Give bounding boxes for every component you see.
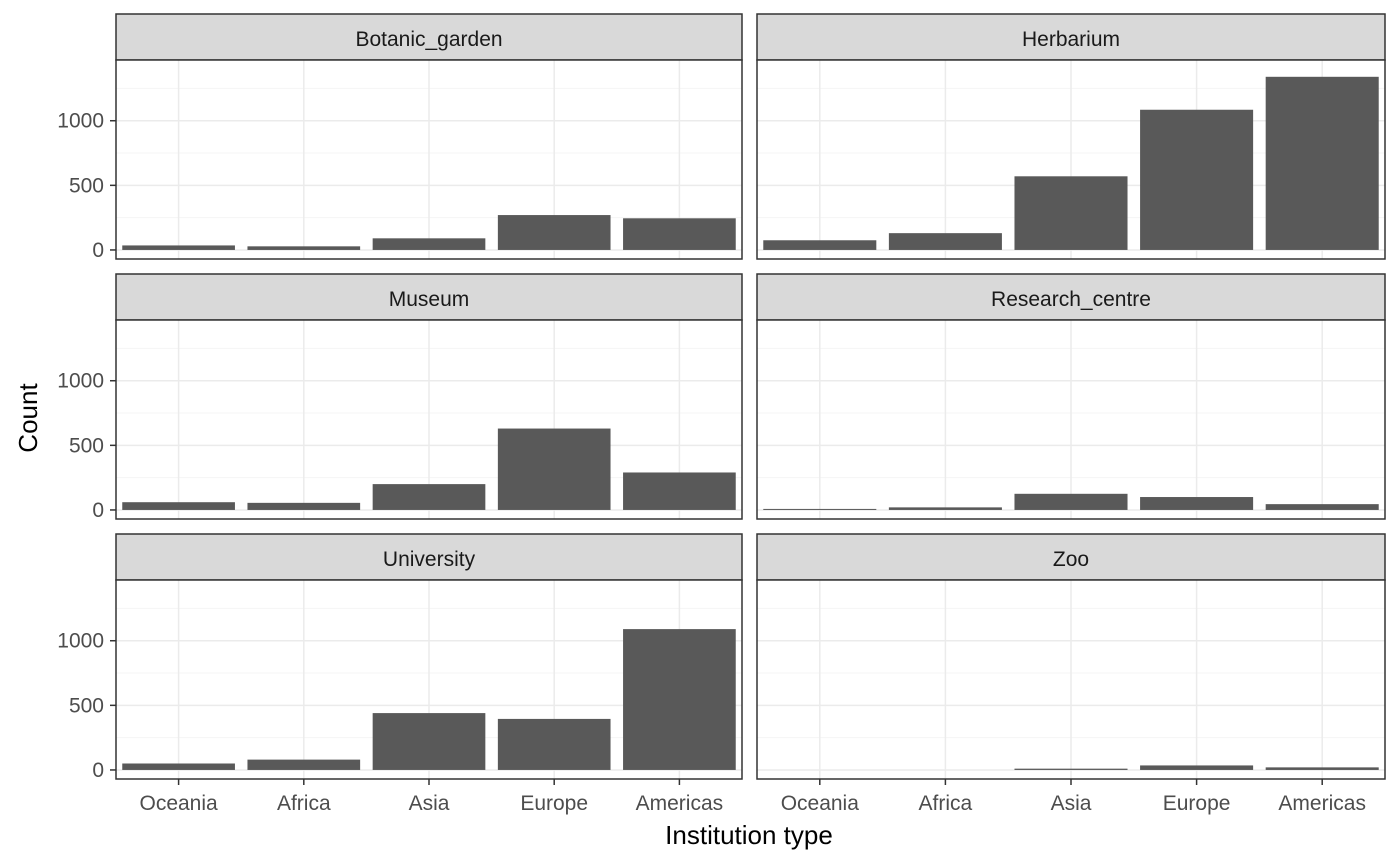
bar-museum-americas xyxy=(623,472,736,510)
facet-panel-botanic-garden: Botanic_garden 0 500 1000 xyxy=(57,13,743,262)
bar-herbarium-americas xyxy=(1265,76,1379,250)
facet-strip xyxy=(756,533,1386,581)
x-axis-title: Institution type xyxy=(665,820,833,850)
facet-strip-label: Zoo xyxy=(1053,548,1089,571)
x-tick-label-asia: Asia xyxy=(409,792,450,815)
bar-museum-africa xyxy=(247,502,361,510)
x-tick-label-europe: Europe xyxy=(1163,792,1231,815)
y-tick-label: 1000 xyxy=(57,110,104,133)
x-tick-label-oceania: Oceania xyxy=(139,792,218,815)
facet-strip xyxy=(115,13,743,61)
bar-herbarium-oceania xyxy=(763,240,877,250)
y-tick-label: 0 xyxy=(92,499,104,522)
facet-strip xyxy=(115,273,743,321)
panel-border xyxy=(115,59,743,260)
facet-strip xyxy=(756,13,1386,61)
x-tick-label-americas: Americas xyxy=(636,792,724,815)
x-tick-label-africa: Africa xyxy=(277,792,331,815)
bar-research-centre-europe xyxy=(1140,497,1254,510)
bar-university-europe xyxy=(497,718,611,770)
bar-research-centre-asia xyxy=(1014,493,1128,510)
facet-strip-label: Botanic_garden xyxy=(355,28,502,51)
bar-university-asia xyxy=(372,713,486,770)
y-tick-label: 0 xyxy=(92,239,104,262)
bar-botanic-garden-europe xyxy=(497,215,611,250)
facet-strip-label: Museum xyxy=(389,288,470,311)
facet-panel-research-centre: Research_centre xyxy=(756,273,1386,520)
y-tick-label: 0 xyxy=(92,759,104,782)
bar-research-centre-oceania xyxy=(763,508,877,510)
bar-university-africa xyxy=(247,759,361,770)
bar-botanic-garden-asia xyxy=(372,238,486,250)
bar-zoo-europe xyxy=(1140,765,1254,770)
bar-botanic-garden-oceania xyxy=(122,245,235,250)
bar-herbarium-africa xyxy=(888,233,1002,250)
facet-strip-label: University xyxy=(383,548,476,571)
facet-strip xyxy=(756,273,1386,321)
bar-university-oceania xyxy=(122,763,235,770)
x-tick-label-oceania: Oceania xyxy=(781,792,860,815)
y-tick-label: 500 xyxy=(69,694,104,717)
bar-museum-oceania xyxy=(122,502,235,510)
bar-museum-asia xyxy=(372,484,486,510)
bar-university-americas xyxy=(623,629,736,770)
y-axis-title: Count xyxy=(13,383,43,453)
panel-border xyxy=(756,319,1386,520)
facet-panel-zoo: Zoo xyxy=(756,533,1386,780)
facet-strip xyxy=(115,533,743,581)
bar-museum-europe xyxy=(497,428,611,510)
facet-strip-label: Research_centre xyxy=(991,288,1151,311)
facet-panel-museum: Museum 0 500 1000 xyxy=(57,273,743,522)
bar-botanic-garden-africa xyxy=(247,246,361,250)
panel-border xyxy=(756,59,1386,260)
bar-research-centre-africa xyxy=(888,507,1002,510)
bar-research-centre-americas xyxy=(1265,504,1379,510)
bar-botanic-garden-americas xyxy=(623,218,736,250)
y-tick-label: 500 xyxy=(69,434,104,457)
facet-panels: Botanic_garden 0 500 1000 Herbarium Museum 0 50… xyxy=(57,13,1386,782)
facet-strip-label: Herbarium xyxy=(1022,28,1120,51)
x-tick-label-africa: Africa xyxy=(919,792,973,815)
facet-panel-university: University 0 500 1000 xyxy=(57,533,743,782)
bar-herbarium-europe xyxy=(1140,109,1254,250)
bar-zoo-americas xyxy=(1265,767,1379,770)
panel-border xyxy=(115,319,743,520)
x-tick-label-americas: Americas xyxy=(1278,792,1366,815)
bar-zoo-asia xyxy=(1014,768,1128,770)
y-tick-label: 500 xyxy=(69,174,104,197)
y-tick-label: 1000 xyxy=(57,630,104,653)
x-axis: Oceania Africa Asia Europe Americas Oceania Af… xyxy=(139,779,1366,815)
bar-herbarium-asia xyxy=(1014,176,1128,250)
facet-panel-herbarium: Herbarium xyxy=(756,13,1386,260)
x-tick-label-europe: Europe xyxy=(520,792,588,815)
y-tick-label: 1000 xyxy=(57,370,104,393)
x-tick-label-asia: Asia xyxy=(1051,792,1092,815)
